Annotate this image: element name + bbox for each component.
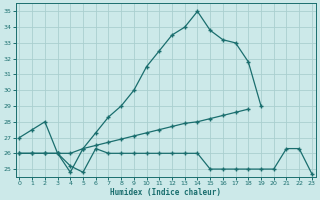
X-axis label: Humidex (Indice chaleur): Humidex (Indice chaleur) — [110, 188, 221, 197]
